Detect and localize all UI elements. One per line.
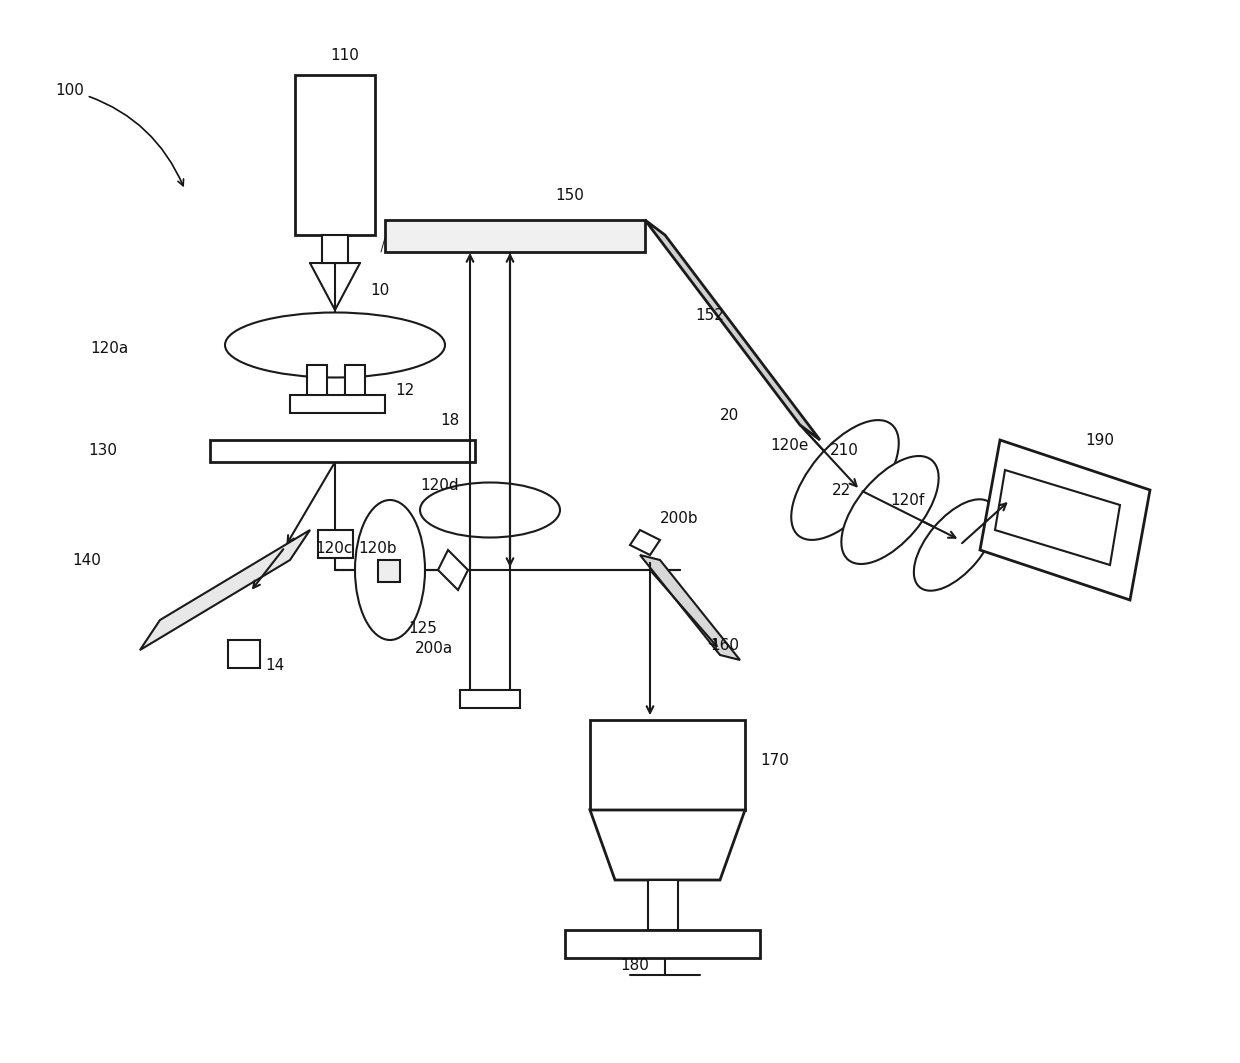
- Ellipse shape: [791, 420, 899, 540]
- Text: 120a: 120a: [91, 340, 128, 355]
- Text: 10: 10: [370, 283, 389, 298]
- Ellipse shape: [842, 456, 939, 564]
- Text: 180: 180: [620, 958, 649, 973]
- Bar: [322, 235, 348, 263]
- Bar: [295, 75, 374, 235]
- Text: 120b: 120b: [358, 540, 397, 556]
- Polygon shape: [994, 470, 1120, 566]
- Text: 12: 12: [396, 383, 414, 398]
- Polygon shape: [590, 810, 745, 880]
- Text: 200b: 200b: [660, 510, 698, 525]
- Text: 22: 22: [832, 483, 851, 497]
- Polygon shape: [645, 220, 820, 440]
- Bar: [590, 720, 745, 810]
- Ellipse shape: [420, 483, 560, 538]
- Bar: [345, 365, 365, 410]
- Bar: [565, 930, 760, 958]
- Text: 130: 130: [88, 442, 117, 457]
- Text: 160: 160: [711, 638, 739, 653]
- Ellipse shape: [224, 313, 445, 377]
- Text: 20: 20: [720, 407, 739, 422]
- Bar: [460, 690, 520, 708]
- Text: 125: 125: [408, 621, 436, 636]
- Ellipse shape: [914, 500, 996, 591]
- Bar: [378, 560, 401, 583]
- Polygon shape: [140, 530, 310, 649]
- Text: 190: 190: [1085, 433, 1114, 448]
- Text: 100: 100: [55, 83, 184, 186]
- Bar: [384, 220, 645, 252]
- Ellipse shape: [355, 500, 425, 640]
- Bar: [308, 365, 327, 410]
- Text: 14: 14: [265, 658, 284, 673]
- Bar: [210, 440, 475, 462]
- Text: 210: 210: [830, 442, 859, 457]
- Text: 120e: 120e: [770, 438, 808, 453]
- Text: 18: 18: [440, 412, 459, 427]
- Polygon shape: [630, 530, 660, 555]
- Text: 120c: 120c: [315, 540, 352, 556]
- Text: 170: 170: [760, 753, 789, 767]
- Bar: [290, 395, 384, 414]
- Text: 110: 110: [330, 48, 358, 63]
- Bar: [317, 530, 353, 558]
- Text: 140: 140: [72, 553, 100, 568]
- Text: 120f: 120f: [890, 492, 924, 507]
- Polygon shape: [438, 550, 467, 590]
- Polygon shape: [640, 555, 740, 660]
- Text: 152: 152: [694, 307, 724, 322]
- Polygon shape: [980, 440, 1149, 600]
- Text: 150: 150: [556, 187, 584, 202]
- Text: 120d: 120d: [420, 477, 459, 492]
- Text: 200a: 200a: [415, 641, 454, 656]
- Bar: [228, 640, 260, 668]
- Bar: [649, 880, 678, 930]
